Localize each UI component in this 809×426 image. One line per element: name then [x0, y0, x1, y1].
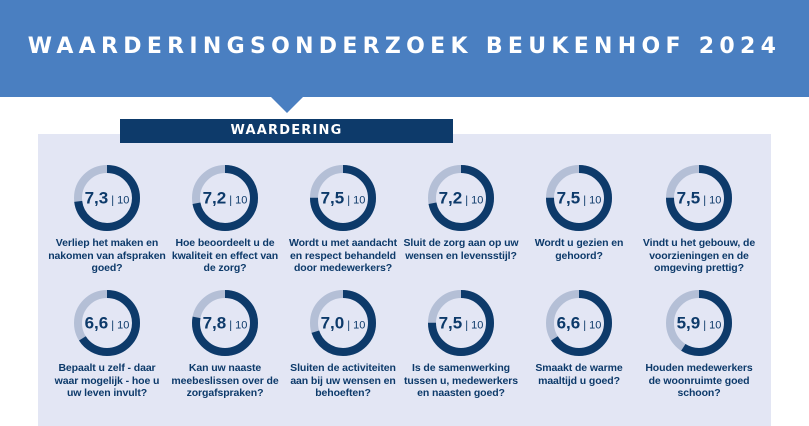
score-text: 7,5 | 10 — [321, 189, 366, 208]
score-text: 7,2 | 10 — [439, 189, 484, 208]
score-text: 7,3 | 10 — [85, 189, 130, 208]
score-value: 6,6 — [557, 314, 581, 333]
score-text: 6,6 | 10 — [557, 314, 602, 333]
score-item: 7,5 | 10 Wordt u gezien en gehoord? — [520, 163, 638, 262]
score-scale: | 10 — [465, 195, 483, 207]
score-value: 7,3 — [85, 189, 109, 208]
results-panel — [38, 134, 771, 426]
score-item: 7,5 | 10 Vindt u het gebouw, de voorzienin… — [640, 163, 758, 275]
score-donut: 7,3 | 10 — [74, 165, 140, 231]
score-text: 5,9 | 10 — [677, 314, 722, 333]
score-value: 7,2 — [439, 189, 463, 208]
donut-arc — [74, 165, 140, 231]
question-label: Is de samenwerking tussen u, medewerkers… — [403, 362, 519, 399]
score-scale: | 10 — [111, 320, 129, 332]
donut-arc — [428, 290, 494, 356]
donut-arc — [546, 165, 612, 231]
donut-arc — [666, 165, 732, 231]
donut-arc — [74, 290, 140, 356]
section-title: WAARDERING — [230, 123, 343, 138]
donut-arc — [310, 165, 376, 231]
donut-arc — [428, 165, 494, 231]
score-donut: 7,2 | 10 — [192, 165, 258, 231]
page-title: WAARDERINGSONDERZOEK BEUKENHOF 2024 — [27, 34, 782, 59]
score-text: 7,2 | 10 — [203, 189, 248, 208]
score-text: 7,0 | 10 — [321, 314, 366, 333]
score-scale: | 10 — [347, 195, 365, 207]
score-text: 7,8 | 10 — [203, 314, 248, 333]
header-banner: WAARDERINGSONDERZOEK BEUKENHOF 2024 — [0, 0, 809, 97]
question-label: Sluit de zorg aan op uw wensen en levens… — [403, 237, 519, 262]
question-label: Verliep het maken en nakomen van afsprak… — [48, 237, 166, 274]
score-value: 7,2 — [203, 189, 227, 208]
score-item: 6,6 | 10 Smaakt de warme maaltijd u goed? — [520, 288, 638, 387]
score-value: 7,5 — [439, 314, 463, 333]
score-value: 6,6 — [85, 314, 109, 333]
question-label: Wordt u gezien en gehoord? — [534, 237, 624, 262]
score-item: 7,0 | 10 Sluiten de activiteiten aan bij u… — [284, 288, 402, 400]
score-scale: | 10 — [465, 320, 483, 332]
score-scale: | 10 — [229, 195, 247, 207]
score-text: 7,5 | 10 — [439, 314, 484, 333]
question-label: Bepaalt u zelf - daar waar mogelijk - ho… — [54, 362, 160, 399]
donut-arc — [546, 290, 612, 356]
question-label: Vindt u het gebouw, de voorzieningen en … — [642, 237, 756, 274]
score-value: 7,5 — [677, 189, 701, 208]
score-donut: 7,5 | 10 — [546, 165, 612, 231]
score-value: 7,8 — [203, 314, 227, 333]
score-text: 7,5 | 10 — [677, 189, 722, 208]
score-scale: | 10 — [229, 320, 247, 332]
score-donut: 5,9 | 10 — [666, 290, 732, 356]
question-label: Houden medewerkers de woonruimte goed sc… — [645, 362, 753, 399]
score-donut: 7,0 | 10 — [310, 290, 376, 356]
score-value: 7,0 — [321, 314, 345, 333]
score-value: 7,5 — [321, 189, 345, 208]
score-donut: 7,2 | 10 — [428, 165, 494, 231]
score-scale: | 10 — [703, 320, 721, 332]
score-text: 6,6 | 10 — [85, 314, 130, 333]
score-scale: | 10 — [111, 195, 129, 207]
score-item: 7,5 | 10 Is de samenwerking tussen u, mede… — [402, 288, 520, 400]
score-scale: | 10 — [583, 320, 601, 332]
donut-arc — [192, 165, 258, 231]
question-label: Wordt u met aandacht en respect behandel… — [288, 237, 398, 274]
score-item: 7,5 | 10 Wordt u met aandacht en respect b… — [284, 163, 402, 275]
score-donut: 6,6 | 10 — [546, 290, 612, 356]
score-donut: 7,5 | 10 — [310, 165, 376, 231]
donut-arc — [192, 290, 258, 356]
score-donut: 6,6 | 10 — [74, 290, 140, 356]
score-value: 5,9 — [677, 314, 701, 333]
score-scale: | 10 — [703, 195, 721, 207]
section-bar: WAARDERING — [120, 119, 453, 143]
score-item: 6,6 | 10 Bepaalt u zelf - daar waar mogeli… — [48, 288, 166, 400]
question-label: Smaakt de warme maaltijd u goed? — [535, 362, 623, 387]
score-text: 7,5 | 10 — [557, 189, 602, 208]
banner-pointer — [270, 96, 304, 113]
score-scale: | 10 — [347, 320, 365, 332]
question-label: Kan uw naaste meebeslissen over de zorga… — [171, 362, 279, 399]
score-donut: 7,5 | 10 — [666, 165, 732, 231]
score-scale: | 10 — [583, 195, 601, 207]
score-item: 7,2 | 10 Sluit de zorg aan op uw wensen en… — [402, 163, 520, 262]
donut-arc — [310, 290, 376, 356]
score-item: 5,9 | 10 Houden medewerkers de woonruimte … — [640, 288, 758, 400]
score-item: 7,2 | 10 Hoe beoordeelt u de kwaliteit en … — [166, 163, 284, 275]
question-label: Hoe beoordeelt u de kwaliteit en effect … — [171, 237, 279, 274]
score-value: 7,5 — [557, 189, 581, 208]
score-item: 7,8 | 10 Kan uw naaste meebeslissen over d… — [166, 288, 284, 400]
score-donut: 7,5 | 10 — [428, 290, 494, 356]
question-label: Sluiten de activiteiten aan bij uw wense… — [290, 362, 396, 399]
score-item: 7,3 | 10 Verliep het maken en nakomen van … — [48, 163, 166, 275]
donut-arc — [666, 290, 732, 356]
score-donut: 7,8 | 10 — [192, 290, 258, 356]
